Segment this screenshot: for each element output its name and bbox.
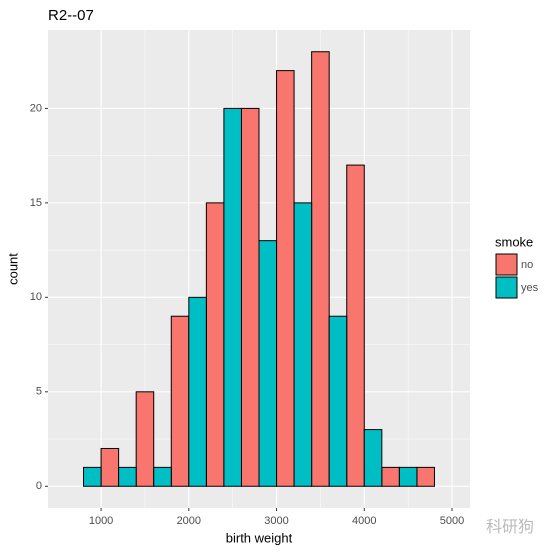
legend-swatch bbox=[495, 253, 518, 276]
bar bbox=[328, 315, 348, 487]
chart-title: R2--07 bbox=[48, 7, 94, 24]
legend-label: yes bbox=[521, 282, 539, 294]
y-axis-label: count bbox=[5, 253, 20, 285]
y-tick-label: 20 bbox=[30, 102, 42, 114]
bar bbox=[346, 164, 365, 487]
bar bbox=[381, 466, 400, 487]
bar bbox=[276, 70, 295, 487]
bar bbox=[100, 447, 120, 487]
bar bbox=[416, 466, 435, 487]
bar bbox=[205, 202, 225, 487]
bar bbox=[363, 429, 383, 487]
bar bbox=[293, 202, 313, 487]
y-tick-label: 10 bbox=[30, 291, 42, 303]
bar bbox=[398, 466, 418, 487]
legend-swatch bbox=[495, 276, 518, 299]
x-axis-label: birth weight bbox=[226, 530, 293, 545]
legend-title: smoke bbox=[495, 234, 533, 249]
y-tick-label: 5 bbox=[36, 386, 42, 398]
bar bbox=[118, 466, 137, 487]
bar bbox=[188, 296, 207, 487]
bar bbox=[258, 240, 278, 487]
x-tick-label: 4000 bbox=[352, 515, 376, 527]
x-tick-label: 2000 bbox=[177, 515, 201, 527]
bar bbox=[240, 107, 260, 487]
bar bbox=[153, 466, 172, 487]
legend-label: no bbox=[521, 259, 533, 271]
x-tick-label: 1000 bbox=[89, 515, 113, 527]
watermark: 科研狗 bbox=[486, 518, 534, 536]
bar bbox=[223, 107, 242, 487]
bar bbox=[83, 466, 102, 487]
bar bbox=[311, 51, 330, 487]
x-tick-label: 5000 bbox=[440, 515, 464, 527]
bar bbox=[170, 315, 190, 487]
y-tick-label: 15 bbox=[30, 197, 42, 209]
y-tick-label: 0 bbox=[36, 480, 42, 492]
x-tick-label: 3000 bbox=[264, 515, 288, 527]
bar bbox=[135, 391, 155, 487]
